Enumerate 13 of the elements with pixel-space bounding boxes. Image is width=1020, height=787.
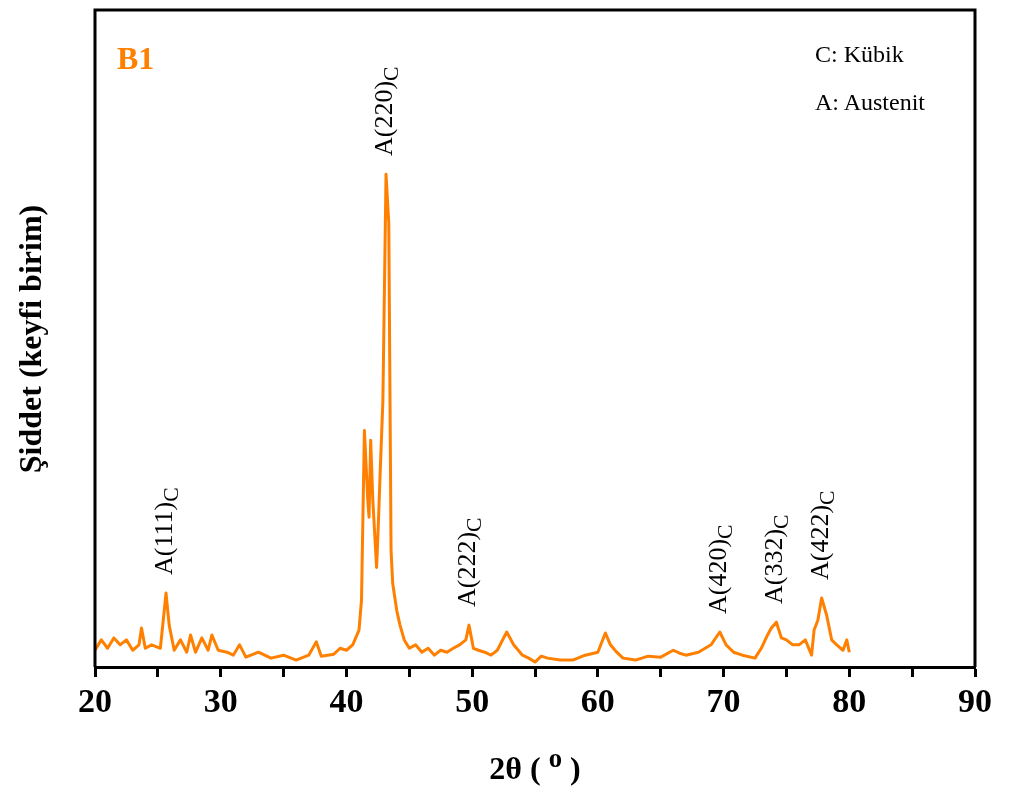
chart-title: B1 xyxy=(117,40,155,76)
x-tick-label: 20 xyxy=(78,682,112,720)
text: A: Austenit xyxy=(815,89,926,115)
x-tick-label: 30 xyxy=(203,682,238,720)
text: C: Kübik xyxy=(815,41,904,67)
x-tick-label: 80 xyxy=(832,682,867,720)
x-tick-label: 50 xyxy=(455,682,490,720)
x-tick-label: 60 xyxy=(580,682,615,720)
x-tick-label: 90 xyxy=(958,682,992,720)
y-axis-title: Şiddet (keyfi birim) xyxy=(12,204,48,473)
x-axis-title: 2θ ( $^{o}$ ) xyxy=(489,743,581,786)
x-tick-label: 40 xyxy=(329,682,364,720)
x-tick-label: 70 xyxy=(706,682,741,720)
